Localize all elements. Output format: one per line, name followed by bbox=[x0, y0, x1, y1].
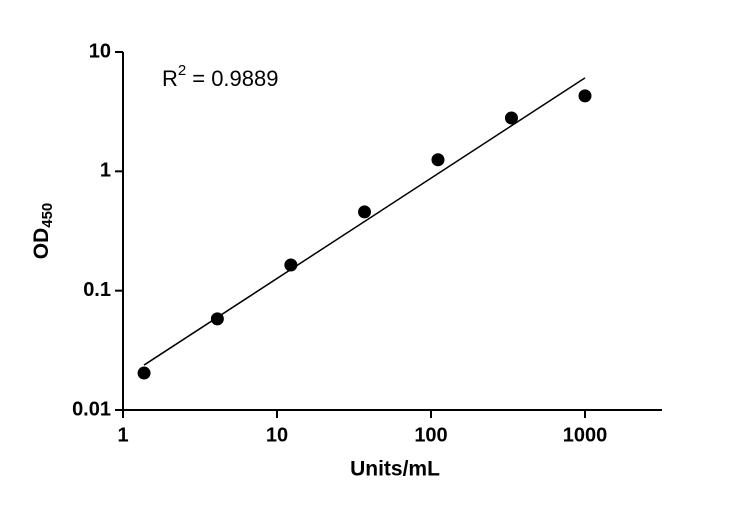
x-tick-label: 100 bbox=[414, 424, 447, 446]
r-squared-annotation: R2 = 0.9889 bbox=[162, 62, 278, 91]
y-tick-label: 10 bbox=[89, 40, 111, 62]
annotation-base: R bbox=[162, 66, 178, 91]
data-point bbox=[431, 153, 445, 167]
y-tick-label: 0.01 bbox=[72, 398, 111, 420]
y-axis-label: OD450 bbox=[30, 203, 56, 260]
x-tick-label: 1 bbox=[117, 424, 128, 446]
data-point bbox=[358, 205, 372, 219]
fit-line bbox=[143, 77, 586, 366]
x-tick-label: 10 bbox=[266, 424, 288, 446]
data-point bbox=[284, 258, 298, 272]
y-label-text: OD bbox=[30, 228, 53, 260]
y-tick-label: 1 bbox=[100, 160, 111, 182]
annotation-text: = 0.9889 bbox=[192, 66, 278, 91]
y-label-sub: 450 bbox=[39, 203, 56, 228]
x-tick-label: 1000 bbox=[563, 424, 608, 446]
annotation-sup: 2 bbox=[178, 62, 186, 79]
data-point bbox=[210, 312, 224, 326]
x-axis-label: Units/mL bbox=[350, 458, 440, 481]
data-point bbox=[504, 111, 518, 125]
y-tick-label: 0.1 bbox=[83, 279, 111, 301]
data-point bbox=[137, 366, 151, 380]
data-point bbox=[578, 89, 592, 103]
